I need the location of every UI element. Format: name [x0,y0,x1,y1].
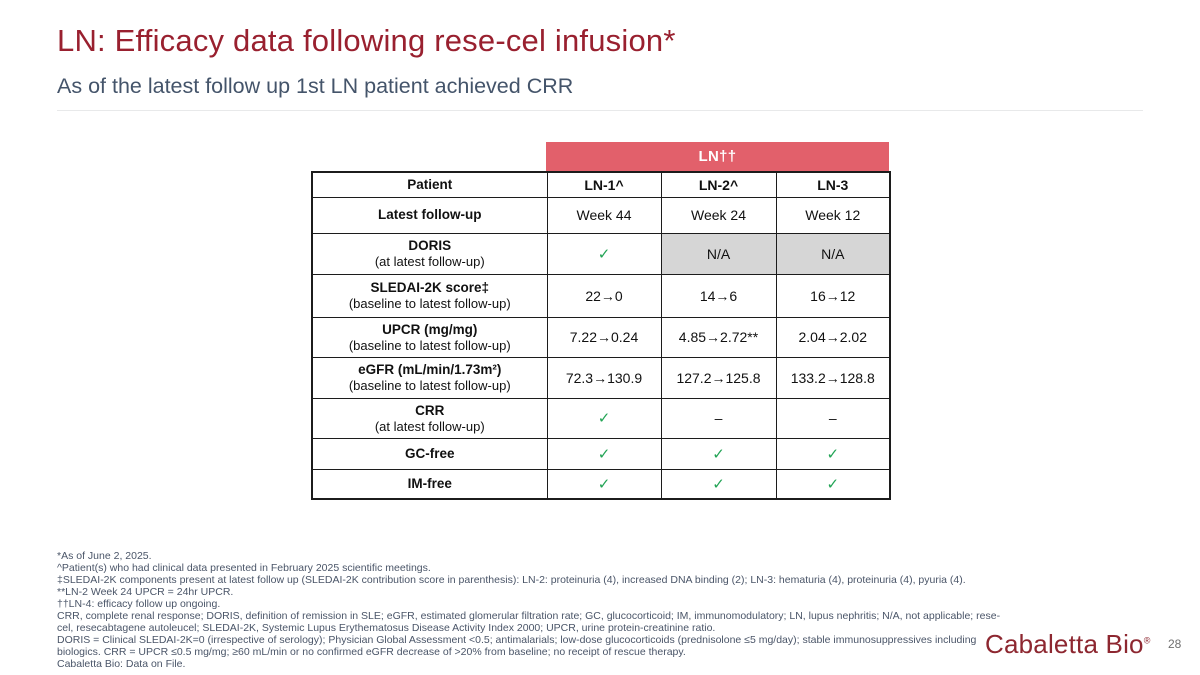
table-row-doris: DORIS (at latest follow-up) ✓ N/A N/A [311,232,891,275]
row-label: eGFR (mL/min/1.73m²) [358,362,502,377]
footnote-line: **LN-2 Week 24 UPCR = 24hr UPCR. [57,586,234,598]
table-row-im-free: IM-free ✓ ✓ ✓ [311,468,891,500]
table-row-sledai: SLEDAI-2K score‡ (baseline to latest foll… [311,273,891,318]
row-label-cell: Latest follow-up [311,196,548,234]
row-label: Patient [407,176,453,192]
row-label-cell: CRR (at latest follow-up) [311,397,548,439]
footnote-line: biologics. CRR = UPCR ≤0.5 mg/mg; ≥60 mL… [57,646,686,658]
logo-text: Cabaletta Bio [985,629,1144,659]
footnote-line: *As of June 2, 2025. [57,550,152,562]
footnote-line: Cabaletta Bio: Data on File. [57,658,186,670]
table-cell: ✓ [775,468,891,500]
table-cell: 133.2→128.8 [775,356,891,399]
row-label: IM-free [407,475,452,491]
row-label-cell: SLEDAI-2K score‡ (baseline to latest foll… [311,273,548,318]
table-cell: 4.85→2.72** [660,316,777,358]
table-cell: – [775,397,891,439]
table-cell: ✓ [546,232,662,275]
table-row-crr: CRR (at latest follow-up) ✓ – – [311,397,891,439]
efficacy-table: Patient LN-1^ LN-2^ LN-3 Latest follow-u… [311,171,891,500]
table-cell: N/A [660,232,777,275]
table-row-upcr: UPCR (mg/mg) (baseline to latest follow-u… [311,316,891,358]
table-cell: N/A [775,232,891,275]
table-row-gc-free: GC-free ✓ ✓ ✓ [311,437,891,470]
registered-mark: ® [1143,635,1151,646]
row-label-cell: DORIS (at latest follow-up) [311,232,548,275]
footnote-line: cel, resecabtagene autoleucel; SLEDAI-2K… [57,622,716,634]
table-cell: ✓ [546,437,662,470]
table-row-egfr: eGFR (mL/min/1.73m²) (baseline to latest … [311,356,891,399]
divider-line [57,110,1143,111]
table-cell: ✓ [660,437,777,470]
table-cell: 22→0 [546,273,662,318]
table-row-patient: Patient LN-1^ LN-2^ LN-3 [311,171,891,198]
row-label-cell: eGFR (mL/min/1.73m²) (baseline to latest … [311,356,548,399]
row-label: UPCR (mg/mg) [382,321,478,337]
row-label: GC-free [404,445,455,461]
footnote-line: ††LN-4: efficacy follow up ongoing. [57,598,221,610]
table-cell: – [660,397,777,439]
footnote-line: DORIS = Clinical SLEDAI-2K=0 (irrespecti… [57,634,977,646]
footnote-line: CRR, complete renal response; DORIS, def… [57,610,1001,622]
table-cell: 72.3→130.9 [546,356,662,399]
table-cell: ✓ [775,437,891,470]
slide-subtitle: As of the latest follow up 1st LN patien… [57,74,574,98]
page-number: 28 [1168,637,1182,651]
table-cell: ✓ [660,468,777,500]
row-label-cell: GC-free [311,437,548,470]
footnotes: *As of June 2, 2025. ^Patient(s) who had… [57,550,1001,670]
row-label: DORIS [408,238,452,253]
table-cell: 14→6 [660,273,777,318]
table-cell: LN-3 [775,171,891,198]
table-cell: ✓ [546,397,662,439]
table-cell: 127.2→125.8 [660,356,777,399]
table-cell: 7.22→0.24 [546,316,662,358]
table-cell: LN-1^ [546,171,662,198]
cabaletta-bio-logo: Cabaletta Bio® [985,629,1151,660]
table-cell: Week 44 [546,196,662,234]
row-label: SLEDAI-2K score‡ [370,280,490,295]
table-cell: 2.04→2.02 [775,316,891,358]
table-row-latest-follow-up: Latest follow-up Week 44 Week 24 Week 12 [311,196,891,234]
row-label: Latest follow-up [378,207,482,222]
table-group-header: LN†† [546,142,889,171]
table-cell: Week 24 [660,196,777,234]
table-cell: ✓ [546,468,662,500]
page-title: LN: Efficacy data following rese-cel inf… [57,23,676,58]
row-label-cell: UPCR (mg/mg) (baseline to latest follow-u… [311,316,548,358]
footnote-line: ‡SLEDAI-2K components present at latest … [57,574,966,586]
table-cell: Week 12 [775,196,891,234]
row-label-cell: IM-free [311,468,548,500]
footnote-line: ^Patient(s) who had clinical data presen… [57,562,431,574]
table-cell: 16→12 [775,273,891,318]
table-cell: LN-2^ [660,171,777,198]
row-label-cell: Patient [311,171,548,198]
row-label: CRR [415,402,445,418]
